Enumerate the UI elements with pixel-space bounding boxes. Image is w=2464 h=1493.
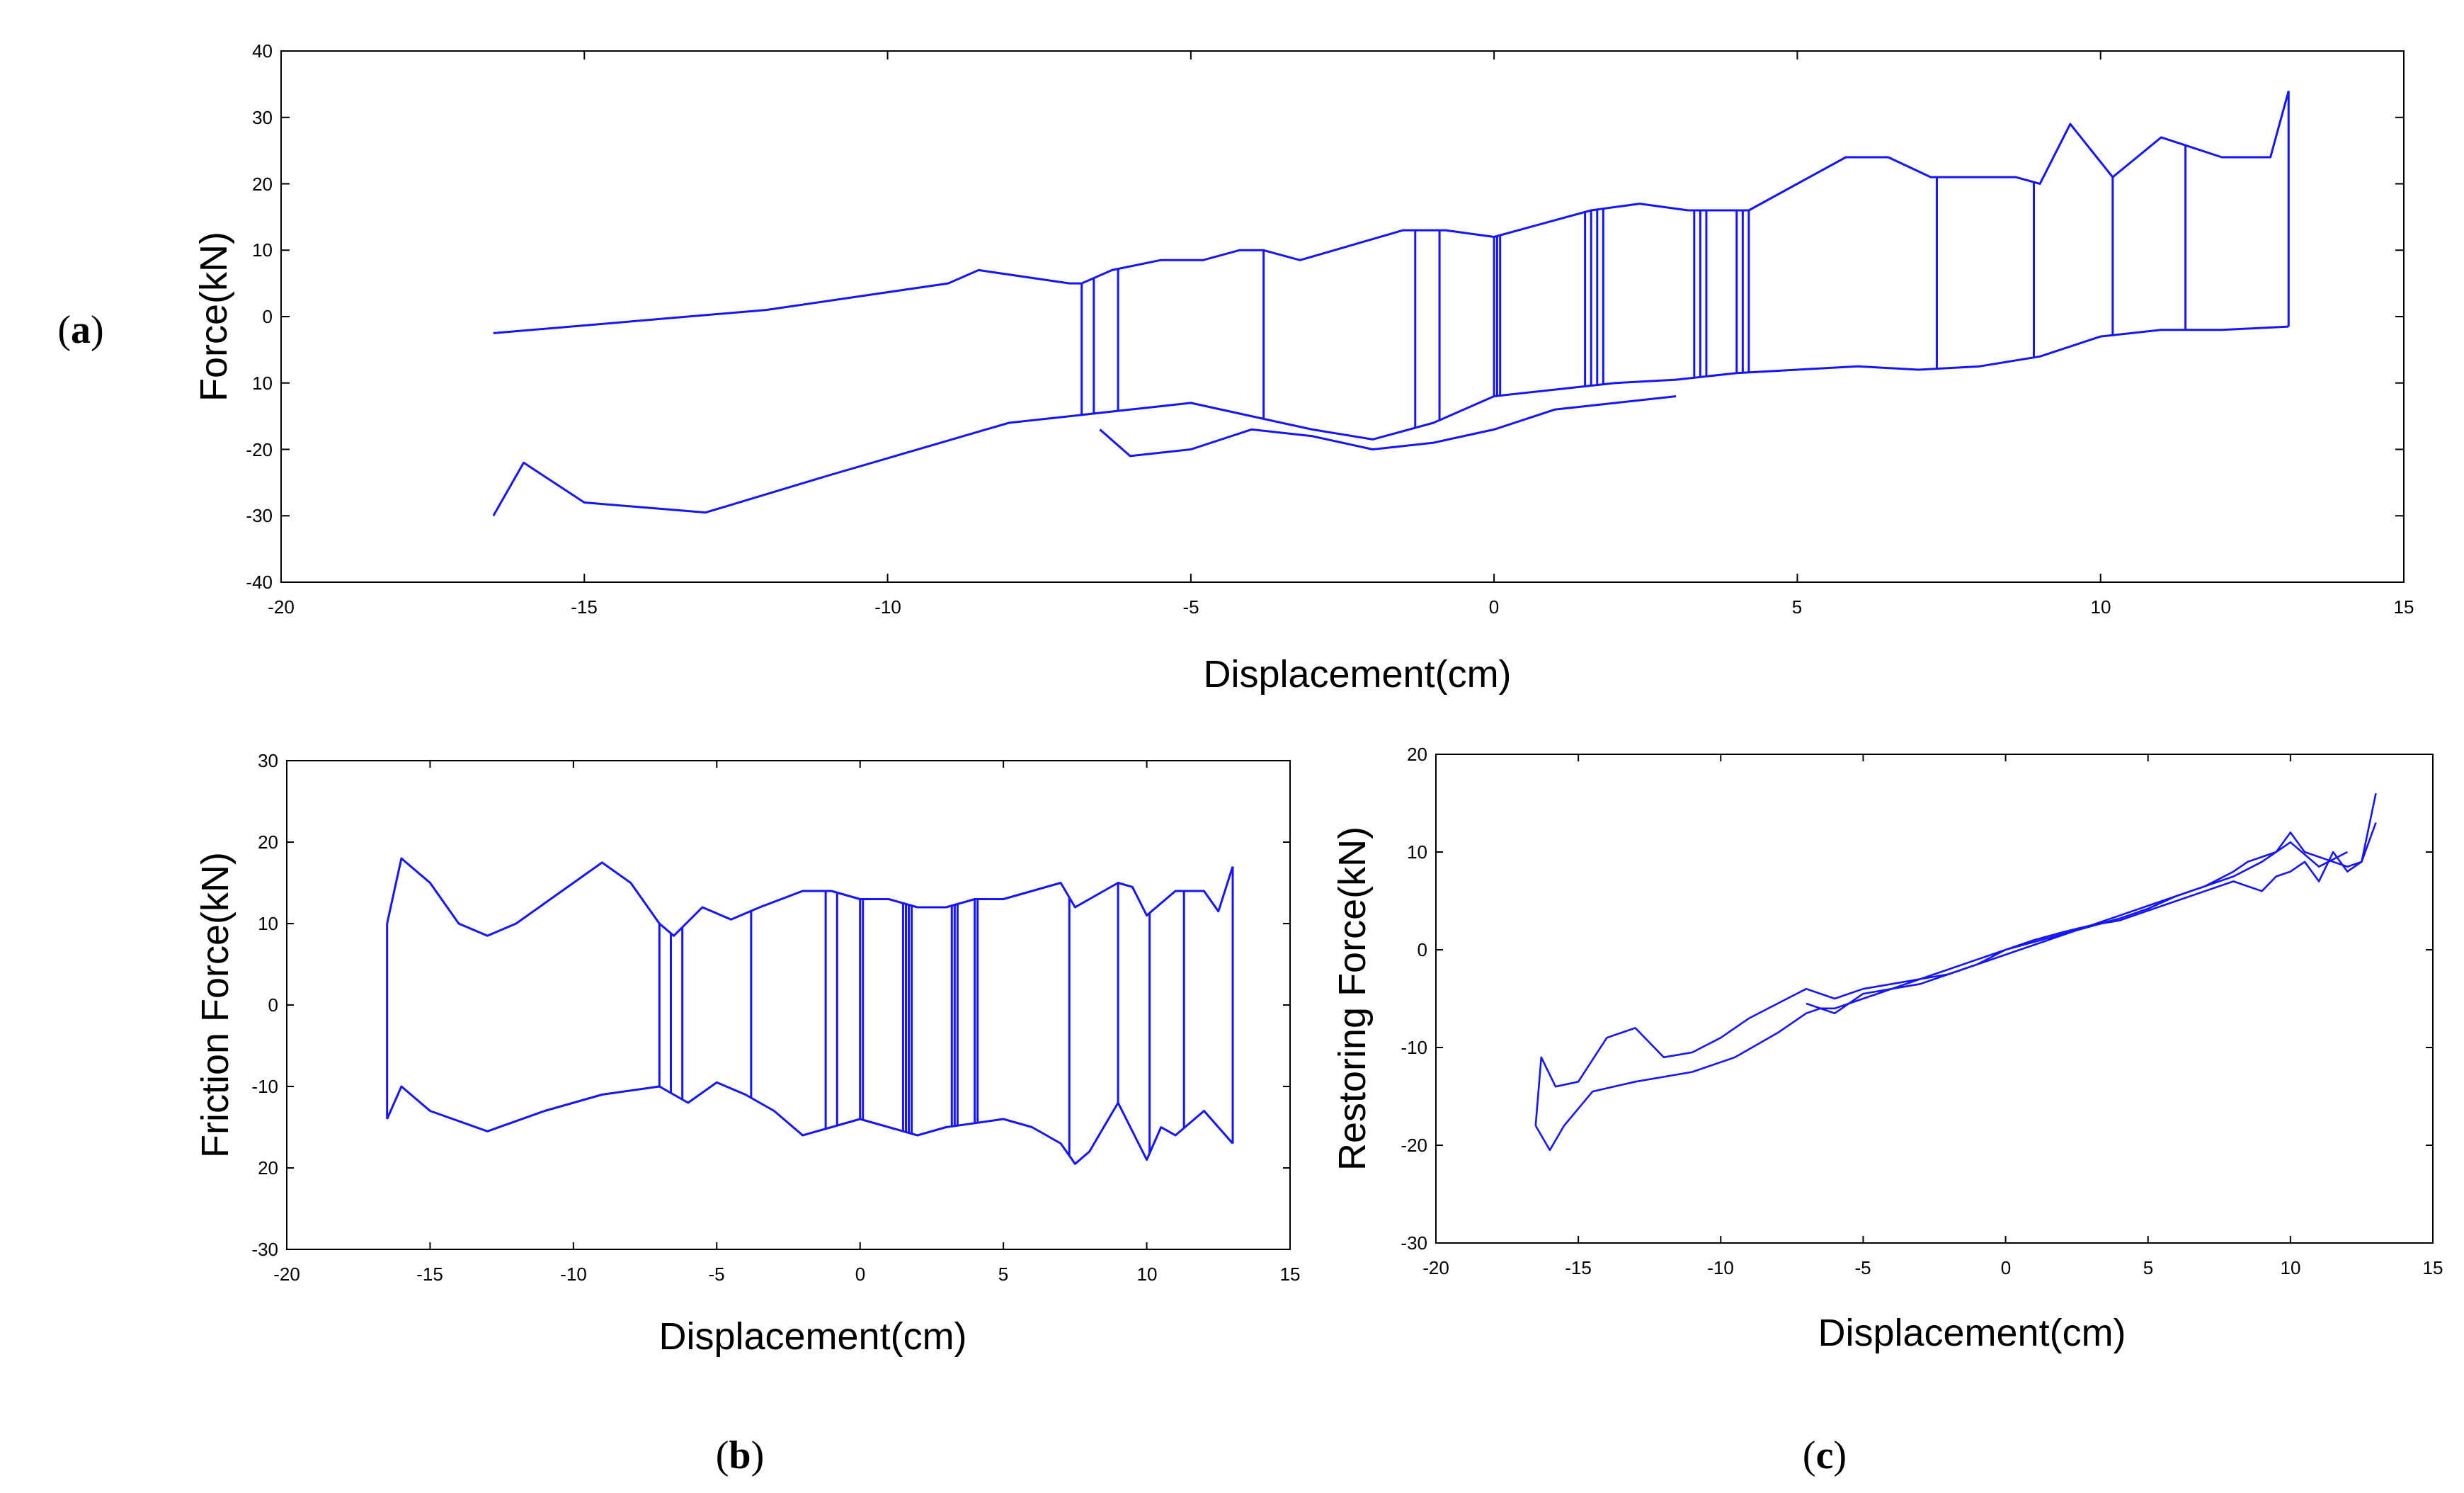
panel-paren: ( [1803,1434,1816,1477]
y-tick-label: 30 [258,750,278,771]
ticks-c [1435,754,2434,1244]
y-axis-label-c: Restoring Force(kN) [1331,827,1374,1171]
tick-labels-a: -20 -15 -10 -5 0 5 10 15 40 30 20 10 0 1… [246,40,2414,618]
panel-paren: ( [57,308,71,352]
x-axis-label-c: Displacement(cm) [1818,1312,2126,1354]
ticks-b [286,760,1291,1250]
plot-frame-b [286,760,1291,1250]
x-tick-label: 5 [2143,1257,2153,1278]
series-line-mid-lower [1099,395,1677,458]
panel-letter: a [71,308,91,352]
x-tick-label: -20 [268,596,295,618]
y-tick-label: 20 [258,1157,278,1179]
panel-label-c: (c) [1803,1434,1847,1477]
y-tick-label: 10 [1407,841,1427,863]
tick-labels-c: -20 -15 -10 -5 0 5 10 15 20 10 0 -10 -20… [1401,744,2443,1278]
x-tick-label: -10 [874,596,901,618]
series-line-inner [1534,822,2377,1152]
panel-letter: c [1816,1434,1834,1477]
x-tick-label: -15 [416,1264,443,1285]
x-tick-label: -20 [273,1264,300,1285]
x-tick-label: 10 [2091,596,2111,618]
y-tick-label: 20 [258,831,278,853]
panel-paren: ( [716,1434,729,1477]
plot-frame-c [1435,754,2434,1244]
y-tick-label: 20 [1407,744,1427,765]
y-tick-label: 10 [252,373,273,394]
y-tick-label: 20 [252,174,273,195]
x-tick-label: 10 [1137,1264,1158,1285]
x-tick-label: -15 [571,596,598,618]
series-line-upper [386,857,1234,937]
chart-b: -20 -15 -10 -5 0 5 10 15 30 20 10 0 -10 … [194,750,1300,1477]
y-tick-label: 10 [252,239,273,261]
x-axis-label-a: Displacement(cm) [1203,653,1511,696]
x-tick-label: 15 [2423,1257,2443,1278]
y-tick-label: -40 [246,572,273,593]
x-tick-label: -5 [1182,596,1199,618]
x-tick-label: 10 [2281,1257,2301,1278]
panel-label-b: (b) [716,1434,764,1477]
y-tick-label: 0 [1418,939,1427,960]
x-tick-label: -10 [560,1264,587,1285]
series-line-upper [493,90,2290,334]
y-axis-label-a: Force(kN) [193,232,235,402]
x-tick-label: 15 [2394,596,2414,618]
y-tick-label: 30 [252,107,273,128]
y-tick-label: 40 [252,40,273,62]
y-tick-label: -20 [1401,1135,1427,1156]
x-tick-label: 5 [998,1264,1008,1285]
series-line-lower [386,1081,1234,1165]
x-tick-label: 5 [1792,596,1802,618]
y-tick-label: -30 [246,505,273,526]
series-line-outer [1534,793,2377,1126]
x-tick-label: 15 [1280,1264,1301,1285]
x-tick-label: 0 [2001,1257,2011,1278]
x-tick-label: -10 [1707,1257,1734,1278]
x-tick-label: -5 [1854,1257,1871,1278]
y-tick-label: -10 [251,1076,278,1097]
chart-c: -20 -15 -10 -5 0 5 10 15 20 10 0 -10 -20… [1331,744,2443,1477]
y-tick-label: 0 [263,306,273,327]
series-a [492,90,2290,517]
tick-labels-b: -20 -15 -10 -5 0 5 10 15 30 20 10 0 -10 … [251,750,1300,1285]
ticks-a [280,50,2405,583]
panel-paren: ) [91,308,104,352]
chart-a: -20 -15 -10 -5 0 5 10 15 40 30 20 10 0 1… [57,40,2414,696]
y-tick-label: -30 [251,1239,278,1260]
series-b [386,857,1234,1165]
y-tick-label: -30 [1401,1232,1427,1254]
panel-paren: ) [1833,1434,1847,1477]
x-tick-label: -20 [1422,1257,1449,1278]
series-line-lower [492,325,2289,517]
y-tick-label: 10 [258,913,278,934]
panel-paren: ) [751,1434,765,1477]
x-axis-label-b: Displacement(cm) [658,1315,966,1358]
y-axis-label-b: Friction Force(kN) [194,852,236,1158]
y-tick-label: 0 [268,994,278,1016]
x-tick-label: 0 [1489,596,1499,618]
x-tick-label: -15 [1565,1257,1592,1278]
panel-label-a: (a) [57,308,103,352]
y-tick-label: -10 [1401,1037,1427,1058]
x-tick-label: -5 [708,1264,724,1285]
series-c [1534,793,2377,1152]
x-tick-label: 0 [855,1264,865,1285]
plot-frame-a [280,50,2405,583]
panel-letter: b [729,1434,751,1477]
series-line-mid [1806,841,2348,1014]
y-tick-label: -20 [246,439,273,460]
